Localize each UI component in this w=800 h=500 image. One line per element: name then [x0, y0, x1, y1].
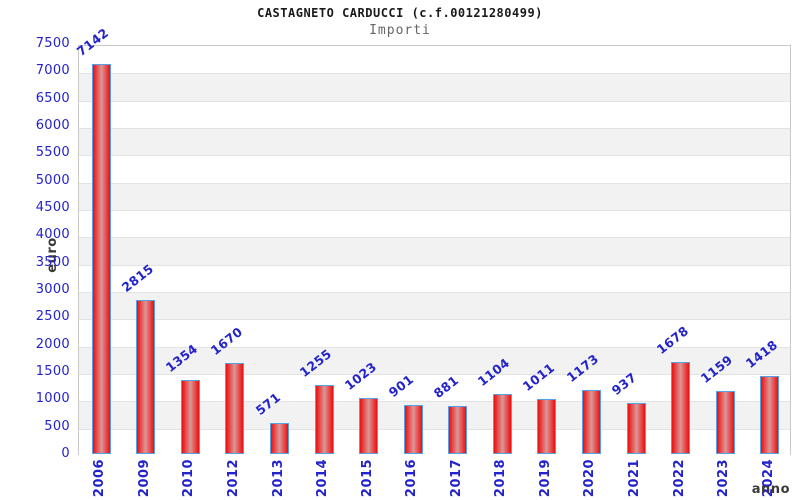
grid-band	[79, 183, 790, 210]
bar	[448, 405, 468, 454]
bar	[136, 300, 156, 454]
y-tick-label: 5500	[35, 145, 70, 161]
y-tick-label: 2500	[35, 309, 70, 325]
x-tick-label: 2018	[493, 458, 509, 498]
y-tick-label: 3500	[35, 254, 70, 270]
bar	[581, 389, 601, 454]
x-tick-label: 2013	[270, 458, 286, 498]
bar	[270, 422, 290, 454]
x-tick-label: 2017	[448, 458, 464, 498]
y-tick-label: 500	[44, 418, 70, 434]
x-tick-label: 2019	[537, 458, 553, 498]
grid-band	[79, 73, 790, 101]
chart-title: CASTAGNETO CARDUCCI (c.f.00121280499)	[257, 6, 543, 20]
y-tick-label: 4000	[35, 227, 70, 243]
bar	[671, 362, 691, 454]
x-tick-label: 2012	[225, 458, 241, 498]
x-tick-label: 2015	[359, 458, 375, 498]
x-tick-label: 2014	[315, 458, 331, 498]
y-tick-label: 7500	[35, 36, 70, 51]
y-tick-label: 2000	[35, 336, 70, 352]
grid-band	[79, 210, 790, 237]
y-tick-label: 6000	[35, 118, 70, 133]
grid-band	[79, 237, 790, 265]
y-tick-label: 0	[61, 446, 70, 461]
y-tick-label: 3000	[35, 282, 70, 297]
grid-band	[79, 265, 790, 292]
bar	[492, 393, 512, 454]
x-tick-label: 2023	[716, 458, 732, 498]
grid-band	[79, 101, 790, 128]
grid-band	[79, 155, 790, 183]
bar	[91, 63, 111, 454]
x-tick-label: 2020	[582, 458, 598, 498]
bar	[537, 398, 557, 454]
grid-band	[79, 46, 790, 73]
grid-band	[79, 292, 790, 319]
plot-area	[78, 45, 791, 456]
bar	[403, 404, 423, 454]
y-tick-label: 1000	[35, 391, 70, 407]
bar	[715, 390, 735, 454]
x-tick-label: 2022	[671, 458, 687, 498]
bar	[225, 362, 245, 454]
chart-subtitle: Importi	[369, 23, 431, 38]
grid-band	[79, 319, 790, 347]
y-tick-label: 6500	[35, 90, 70, 106]
y-tick-label: 1500	[35, 364, 70, 379]
grid-band	[79, 128, 790, 155]
x-tick-label: 2021	[627, 458, 643, 498]
x-tick-label: 2010	[181, 458, 197, 498]
bar	[359, 398, 379, 454]
bar	[626, 402, 646, 454]
y-tick-label: 7000	[35, 63, 70, 79]
x-tick-label: 2016	[404, 458, 420, 498]
x-axis-title: anno	[751, 482, 790, 497]
bar	[760, 376, 780, 454]
bar	[314, 385, 334, 454]
x-tick-label: 2006	[92, 458, 108, 498]
x-tick-label: 2009	[136, 458, 152, 498]
y-tick-label: 5000	[35, 172, 70, 188]
bar	[180, 379, 200, 454]
y-tick-label: 4500	[35, 200, 70, 215]
